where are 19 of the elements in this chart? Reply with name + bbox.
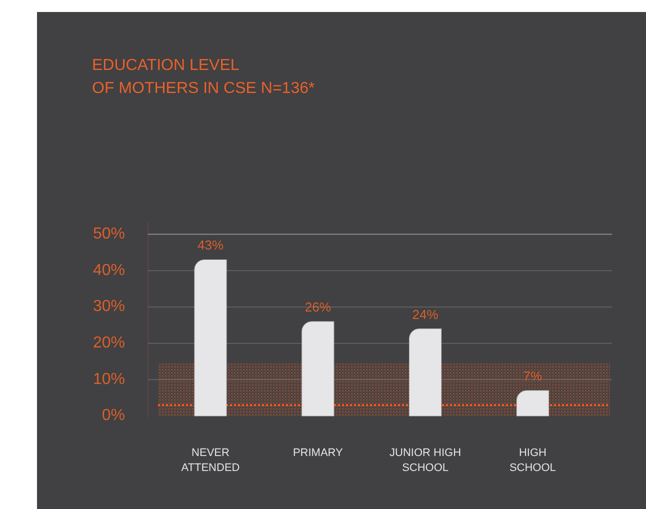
x-tick-label: HIGH SCHOOL xyxy=(509,447,556,474)
y-tick-label: 50% xyxy=(92,226,125,243)
bar xyxy=(194,259,227,416)
chart-title: EDUCATION LEVEL OF MOTHERS IN CSE N=136* xyxy=(92,57,315,97)
bar xyxy=(302,321,334,416)
x-tick-label: JUNIOR HIGH SCHOOL xyxy=(390,447,462,474)
data-label: 7% xyxy=(523,368,543,384)
data-label: 24% xyxy=(412,306,439,322)
y-tick-label: 30% xyxy=(92,298,125,316)
bar xyxy=(409,328,442,416)
y-tick-label: 20% xyxy=(92,334,125,352)
y-tick-label: 10% xyxy=(92,370,125,388)
y-tick-label: 40% xyxy=(92,262,125,279)
data-label: 26% xyxy=(304,300,332,315)
bar xyxy=(516,390,549,416)
y-tick-label: 0% xyxy=(102,407,125,424)
x-tick-label: PRIMARY xyxy=(292,447,344,459)
x-tick-label: NEVER ATTENDED xyxy=(181,447,240,474)
data-label: 43% xyxy=(197,238,224,253)
